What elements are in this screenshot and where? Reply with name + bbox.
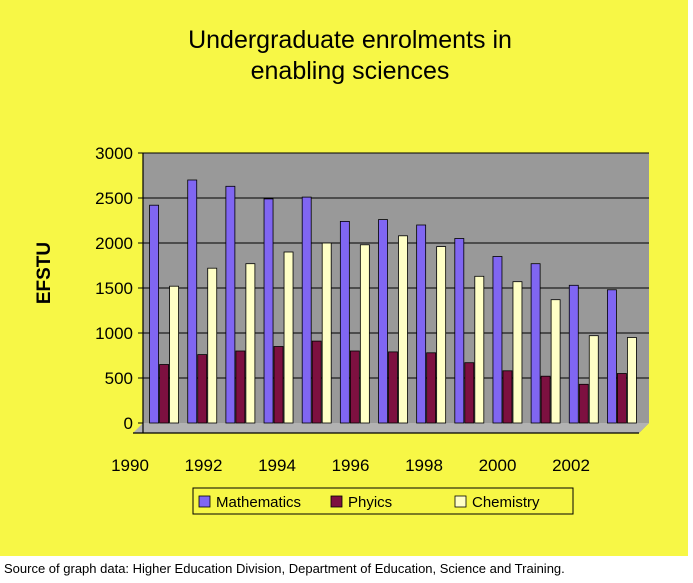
- chart-title: Undergraduate enrolments in enabling scie…: [188, 26, 512, 85]
- legend-swatch-mathematics: [198, 495, 211, 508]
- bar-phyics-2000: [540, 375, 551, 424]
- y-tick-label: 3000: [95, 144, 133, 163]
- bar-phyics-1991: [197, 354, 208, 424]
- y-tick-label: 2000: [95, 234, 133, 253]
- y-axis-label: EFSTU: [34, 242, 55, 304]
- bar-mathematics-1996: [378, 219, 388, 424]
- chart-svg: Undergraduate enrolments in enabling scie…: [34, 26, 649, 515]
- legend-swatch-phyics: [330, 495, 343, 508]
- x-tick-label: 1992: [185, 456, 223, 475]
- bar-mathematics-2001: [568, 284, 579, 424]
- y-tick-label: 500: [105, 369, 133, 388]
- bar-phyics-1992: [235, 350, 246, 424]
- chart-title-line: Undergraduate enrolments in: [188, 26, 512, 54]
- y-tick-label: 2500: [95, 189, 133, 208]
- y-tick-label: 1500: [95, 279, 133, 298]
- bar-chemistry-2002: [627, 337, 637, 424]
- legend-box: [192, 487, 574, 515]
- bar-chemistry-1998: [474, 275, 485, 424]
- chart-panel: Undergraduate enrolments in enabling scie…: [0, 0, 688, 556]
- bar-mathematics-1999: [492, 256, 503, 424]
- bar-mathematics-2000: [530, 263, 541, 424]
- bar-phyics-1994: [311, 340, 322, 424]
- y-axis-label-group: EFSTU: [34, 242, 55, 304]
- bar-mathematics-2002: [607, 289, 617, 424]
- plot-floor: [133, 423, 649, 433]
- bar-chemistry-1995: [359, 244, 370, 424]
- bar-phyics-1990: [159, 364, 169, 424]
- bar-chemistry-1994: [321, 242, 332, 424]
- x-tick-label: 1994: [258, 456, 296, 475]
- source-note: Source of graph data: Higher Education D…: [4, 561, 565, 576]
- y-tick-label: 1000: [95, 324, 133, 343]
- bar-mathematics-1994: [301, 196, 312, 424]
- bar-mathematics-1998: [454, 238, 465, 424]
- x-tick-label: 1990: [111, 456, 149, 475]
- bar-chemistry-1997: [436, 246, 447, 424]
- legend-swatch-chemistry: [454, 495, 467, 508]
- y-tick-label: 0: [124, 414, 133, 433]
- bar-phyics-1995: [349, 350, 360, 424]
- bar-phyics-1997: [426, 352, 437, 424]
- bar-phyics-2001: [578, 383, 589, 424]
- bar-chemistry-1993: [283, 251, 294, 424]
- legend-label-chemistry: Chemistry: [472, 494, 540, 511]
- chart-legend: Mathematics Phyics Chemistry: [192, 487, 574, 515]
- bar-phyics-2002: [617, 373, 627, 424]
- bar-mathematics-1993: [263, 198, 274, 424]
- bar-chemistry-1991: [207, 267, 218, 424]
- chart-title-line: enabling sciences: [251, 57, 450, 85]
- x-tick-label: 2000: [479, 456, 517, 475]
- bar-phyics-1996: [388, 351, 398, 424]
- legend-label-phyics: Phyics: [348, 494, 392, 511]
- x-tick-label: 1998: [405, 456, 443, 475]
- bar-chemistry-1992: [245, 263, 256, 424]
- bar-mathematics-1991: [187, 179, 198, 424]
- bar-chemistry-2000: [550, 299, 561, 424]
- plot-area: 0 500 1000 1500 2000 2500 3000 1990 1992 1994 1996…: [95, 144, 649, 475]
- bar-chemistry-1996: [398, 235, 408, 424]
- bar-chemistry-2001: [588, 335, 599, 424]
- bar-phyics-1993: [273, 346, 284, 424]
- bar-phyics-1999: [502, 370, 513, 424]
- bar-chemistry-1990: [169, 285, 179, 424]
- legend-label-mathematics: Mathematics: [216, 494, 301, 511]
- x-tick-label: 1996: [332, 456, 370, 475]
- x-tick-label: 2002: [552, 456, 590, 475]
- bar-mathematics-1997: [416, 224, 427, 424]
- bar-mathematics-1990: [149, 204, 159, 424]
- bar-phyics-1998: [464, 362, 475, 424]
- bar-chemistry-1999: [512, 281, 523, 424]
- bar-mathematics-1995: [339, 220, 350, 424]
- bar-mathematics-1992: [225, 185, 236, 424]
